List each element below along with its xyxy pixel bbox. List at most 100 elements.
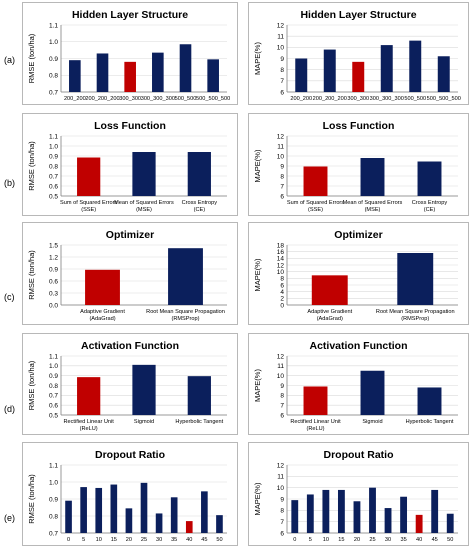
chart-panel-c-mape: Optimizer MAPE(%) 0 2 4 6 8 10 12 14 16 18 Adaptive …: [248, 222, 469, 325]
row-label-a: (a): [4, 55, 15, 65]
x-tick-label: 45: [201, 537, 207, 543]
y-tick-label: 0.9: [49, 373, 58, 380]
x-tick-label: 0: [293, 537, 296, 543]
bar: [397, 253, 434, 305]
x-tick-label: Cross Entropy: [182, 200, 218, 206]
x-tick-label: Rectified Linear Unit: [290, 419, 341, 425]
x-tick-label: (CE): [424, 207, 436, 213]
y-tick-label: 12: [277, 353, 285, 360]
x-tick-label: 5: [309, 537, 312, 543]
x-tick-label: (MSE): [365, 207, 381, 213]
x-tick-label: 30: [156, 537, 162, 543]
bar: [124, 61, 136, 92]
bar: [216, 515, 223, 533]
y-tick-label: 11: [277, 33, 284, 40]
bar: [65, 500, 72, 533]
bar: [132, 364, 156, 415]
y-axis-label: RMSE (ton/ha): [27, 33, 36, 83]
bar: [95, 487, 103, 533]
x-tick-label: 25: [369, 537, 375, 543]
y-tick-label: 8: [280, 67, 284, 74]
x-tick-label: 50: [447, 537, 453, 543]
bar: [400, 496, 408, 533]
y-tick-label: 8: [280, 276, 284, 283]
x-tick-label: 500_500_500: [196, 96, 230, 102]
bar: [446, 513, 454, 533]
chart-panel-b-mape: Loss Function MAPE(%) 6 7 8 9 10 11 12 Sum of Squ…: [248, 113, 469, 216]
y-tick-label: 10: [277, 45, 285, 52]
bar: [140, 482, 148, 533]
y-tick-label: 4: [280, 289, 284, 296]
x-tick-label: Sum of Squared Errors: [60, 200, 117, 206]
y-tick-label: 11: [277, 474, 284, 481]
chart-title: Activation Function: [81, 340, 179, 352]
x-tick-label: 40: [416, 537, 422, 543]
bar: [77, 377, 101, 415]
y-tick-label: 14: [277, 256, 285, 263]
x-tick-label: Adaptive Gradient: [307, 309, 352, 315]
y-tick-label: 6: [280, 530, 284, 537]
x-tick-label: 35: [171, 537, 177, 543]
chart-svg-b-rmse: Loss Function RMSE (ton/ha) 0.5 0.6 0.7 0.8 0.…: [27, 120, 227, 213]
y-tick-label: 9: [280, 163, 284, 170]
y-axis-label: MAPE(%): [253, 149, 262, 182]
bar: [168, 248, 203, 305]
x-tick-label: 200_200: [64, 96, 86, 102]
row-label-d: (d): [4, 404, 15, 414]
bar: [303, 166, 328, 196]
bar: [85, 269, 120, 305]
y-tick-label: 0.7: [49, 393, 58, 400]
x-tick-label: 30: [385, 537, 391, 543]
x-tick-label: 10: [323, 537, 329, 543]
y-axis-label: MAPE(%): [253, 258, 262, 291]
bar: [132, 152, 156, 196]
y-tick-label: 1.5: [49, 242, 58, 249]
bar: [110, 484, 118, 533]
bar: [323, 49, 336, 92]
bar: [303, 386, 328, 415]
y-tick-label: 1.1: [49, 22, 58, 29]
bar: [384, 508, 392, 533]
chart-svg-e-mape: Dropout Ratio MAPE(%) 6 7 8 9 10 11 12 0 5 10 15 20 25…: [253, 449, 458, 543]
x-tick-label: 200_200: [290, 96, 312, 102]
x-tick-label: (ReLU): [306, 426, 324, 432]
chart-panel-e-rmse: Dropout Ratio RMSE (ton/ha) 0.7 0.8 0.9 1.0 1.…: [22, 442, 238, 546]
x-tick-label: 50: [216, 537, 222, 543]
y-tick-label: 0.7: [49, 89, 58, 96]
chart-panel-e-mape: Dropout Ratio MAPE(%) 6 7 8 9 10 11 12 0 5 10 15 20 25…: [248, 442, 469, 546]
bar: [185, 521, 193, 533]
y-tick-label: 1.0: [49, 479, 58, 486]
bar: [77, 157, 101, 196]
bar: [322, 489, 330, 533]
y-tick-label: 7: [280, 78, 284, 85]
y-axis-label: RMSE (ton/ha): [27, 141, 36, 191]
chart-svg-d-mape: Activation Function MAPE(%) 6 7 8 9 10 11 12 Rect…: [253, 340, 458, 432]
chart-panel-a-mape: Hidden Layer Structure MAPE(%) 6 7 8 9 10 11 12 2…: [248, 2, 469, 105]
y-tick-label: 0.5: [49, 412, 58, 419]
y-axis-label: MAPE(%): [253, 42, 262, 75]
y-tick-label: 1.0: [49, 363, 58, 370]
chart-title: Dropout Ratio: [324, 449, 394, 461]
bar: [353, 501, 361, 533]
y-tick-label: 10: [277, 485, 285, 492]
y-tick-label: 1.0: [49, 39, 58, 46]
y-tick-label: 0.3: [49, 290, 58, 297]
bar: [125, 508, 133, 533]
chart-panel-b-rmse: Loss Function RMSE (ton/ha) 0.5 0.6 0.7 0.8 0.…: [22, 113, 238, 216]
y-tick-label: 0.9: [49, 56, 58, 63]
y-tick-label: 0: [280, 302, 284, 309]
y-tick-label: 6: [280, 193, 284, 200]
chart-title: Hidden Layer Structure: [72, 9, 188, 21]
y-tick-label: 0.6: [49, 278, 58, 285]
x-tick-label: 25: [141, 537, 147, 543]
y-tick-label: 12: [277, 262, 285, 269]
bar: [187, 152, 211, 196]
y-tick-label: 1.2: [49, 254, 58, 261]
chart-svg-e-rmse: Dropout Ratio RMSE (ton/ha) 0.7 0.8 0.9 1.0 1.…: [27, 449, 227, 543]
y-tick-label: 1.1: [49, 133, 58, 140]
chart-svg-c-rmse: Optimizer RMSE (ton/ha) 0.0 0.3 0.6 0.9 1.2 1.5…: [27, 229, 227, 322]
x-tick-label: 200_200_200: [313, 96, 347, 102]
y-tick-label: 0.8: [49, 73, 58, 80]
x-tick-label: Hyperbolic Tangent: [406, 419, 454, 425]
bar: [337, 489, 345, 533]
